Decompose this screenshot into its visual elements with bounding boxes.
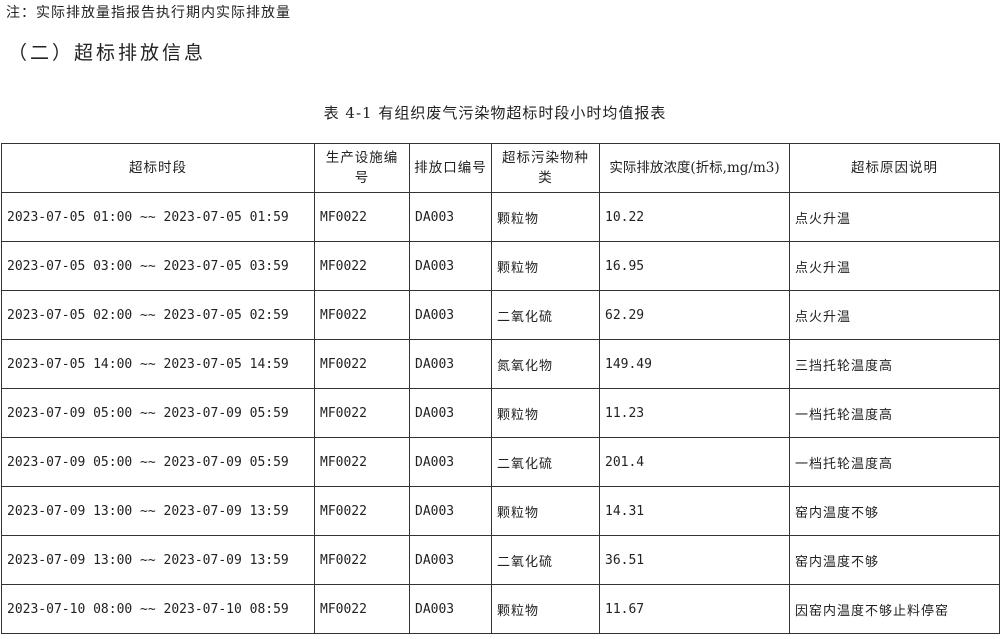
header-pollutant: 超标污染物种类 (491, 143, 600, 193)
header-period: 超标时段 (1, 143, 315, 193)
reason-cell: 三挡托轮温度高 (789, 339, 1000, 389)
table-row: 2023-07-10 08:00 ~~ 2023-07-10 08:59 MF00… (1, 584, 1000, 634)
period-cell: 2023-07-05 14:00 ~~ 2023-07-05 14:59 (1, 339, 315, 389)
table-header-row: 超标时段 生产设施编号 排放口编号 超标污染物种类 实际排放浓度(折标,mg/m… (1, 143, 1000, 193)
period-cell: 2023-07-05 03:00 ~~ 2023-07-05 03:59 (1, 241, 315, 291)
outlet-cell: DA003 (409, 535, 492, 585)
table-row: 2023-07-09 13:00 ~~ 2023-07-09 13:59 MF00… (1, 535, 1000, 585)
outlet-cell: DA003 (409, 339, 492, 389)
outlet-cell: DA003 (409, 290, 492, 340)
pollutant-cell: 二氧化硫 (491, 290, 600, 340)
pollutant-cell: 颗粒物 (491, 388, 600, 438)
facility-cell: MF0022 (314, 290, 410, 340)
period-cell: 2023-07-10 08:00 ~~ 2023-07-10 08:59 (1, 584, 315, 634)
reason-cell: 点火升温 (789, 290, 1000, 340)
section-title: （二）超标排放信息 (8, 42, 207, 64)
note-text: 注：实际排放量指报告执行期内实际排放量 (6, 5, 291, 21)
period-cell: 2023-07-09 13:00 ~~ 2023-07-09 13:59 (1, 486, 315, 536)
concentration-cell: 10.22 (599, 192, 790, 242)
facility-cell: MF0022 (314, 486, 410, 536)
outlet-cell: DA003 (409, 486, 492, 536)
concentration-cell: 201.4 (599, 437, 790, 487)
reason-cell: 一档托轮温度高 (789, 437, 1000, 487)
facility-cell: MF0022 (314, 192, 410, 242)
concentration-cell: 14.31 (599, 486, 790, 536)
concentration-cell: 16.95 (599, 241, 790, 291)
table-row: 2023-07-09 13:00 ~~ 2023-07-09 13:59 MF00… (1, 486, 1000, 536)
outlet-cell: DA003 (409, 241, 492, 291)
pollutant-cell: 二氧化硫 (491, 437, 600, 487)
concentration-cell: 11.67 (599, 584, 790, 634)
reason-cell: 点火升温 (789, 241, 1000, 291)
facility-cell: MF0022 (314, 339, 410, 389)
pollutant-cell: 颗粒物 (491, 486, 600, 536)
outlet-cell: DA003 (409, 437, 492, 487)
facility-cell: MF0022 (314, 535, 410, 585)
facility-cell: MF0022 (314, 437, 410, 487)
period-cell: 2023-07-09 05:00 ~~ 2023-07-09 05:59 (1, 437, 315, 487)
reason-cell: 点火升温 (789, 192, 1000, 242)
facility-cell: MF0022 (314, 241, 410, 291)
concentration-cell: 62.29 (599, 290, 790, 340)
concentration-cell: 36.51 (599, 535, 790, 585)
period-cell: 2023-07-09 05:00 ~~ 2023-07-09 05:59 (1, 388, 315, 438)
exceedance-table: 超标时段 生产设施编号 排放口编号 超标污染物种类 实际排放浓度(折标,mg/m… (1, 143, 1000, 634)
facility-cell: MF0022 (314, 388, 410, 438)
outlet-cell: DA003 (409, 388, 492, 438)
table-caption: 表 4-1 有组织废气污染物超标时段小时均值报表 (323, 104, 667, 122)
reason-cell: 窑内温度不够 (789, 486, 1000, 536)
concentration-cell: 149.49 (599, 339, 790, 389)
period-cell: 2023-07-05 01:00 ~~ 2023-07-05 01:59 (1, 192, 315, 242)
header-outlet: 排放口编号 (409, 143, 492, 193)
concentration-cell: 11.23 (599, 388, 790, 438)
reason-cell: 因窑内温度不够止料停窑 (789, 584, 1000, 634)
table-row: 2023-07-05 03:00 ~~ 2023-07-05 03:59 MF00… (1, 241, 1000, 291)
period-cell: 2023-07-09 13:00 ~~ 2023-07-09 13:59 (1, 535, 315, 585)
pollutant-cell: 颗粒物 (491, 192, 600, 242)
reason-cell: 一档托轮温度高 (789, 388, 1000, 438)
header-concentration: 实际排放浓度(折标,mg/m3) (599, 143, 790, 193)
table-row: 2023-07-05 02:00 ~~ 2023-07-05 02:59 MF00… (1, 290, 1000, 340)
outlet-cell: DA003 (409, 584, 492, 634)
header-reason: 超标原因说明 (789, 143, 1000, 193)
table-row: 2023-07-09 05:00 ~~ 2023-07-09 05:59 MF00… (1, 388, 1000, 438)
pollutant-cell: 氮氧化物 (491, 339, 600, 389)
pollutant-cell: 颗粒物 (491, 241, 600, 291)
table-row: 2023-07-05 01:00 ~~ 2023-07-05 01:59 MF00… (1, 192, 1000, 242)
header-facility: 生产设施编号 (314, 143, 410, 193)
pollutant-cell: 二氧化硫 (491, 535, 600, 585)
reason-cell: 窑内温度不够 (789, 535, 1000, 585)
pollutant-cell: 颗粒物 (491, 584, 600, 634)
outlet-cell: DA003 (409, 192, 492, 242)
table-row: 2023-07-05 14:00 ~~ 2023-07-05 14:59 MF00… (1, 339, 1000, 389)
period-cell: 2023-07-05 02:00 ~~ 2023-07-05 02:59 (1, 290, 315, 340)
facility-cell: MF0022 (314, 584, 410, 634)
table-row: 2023-07-09 05:00 ~~ 2023-07-09 05:59 MF00… (1, 437, 1000, 487)
